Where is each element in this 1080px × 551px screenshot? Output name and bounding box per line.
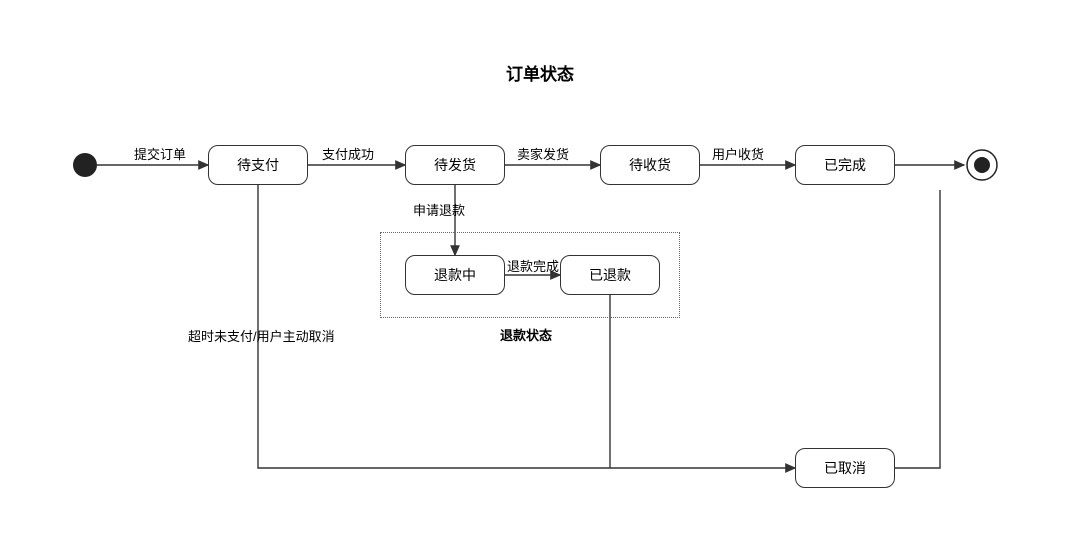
edge-label-e_pay_cancel: 超时未支付/用户主动取消 xyxy=(188,326,335,345)
diagram-title: 订单状态 xyxy=(0,60,1080,85)
node-pending_shipment: 待发货 xyxy=(405,145,505,185)
node-refunding: 退款中 xyxy=(405,255,505,295)
start-node xyxy=(73,153,97,177)
node-cancelled: 已取消 xyxy=(795,448,895,488)
node-completed: 已完成 xyxy=(795,145,895,185)
end-node-ring xyxy=(967,150,997,180)
refund-region-label: 退款状态 xyxy=(500,325,552,344)
end-node-dot xyxy=(974,157,990,173)
node-pending_payment: 待支付 xyxy=(208,145,308,185)
node-refunded: 已退款 xyxy=(560,255,660,295)
node-pending_receipt: 待收货 xyxy=(600,145,700,185)
edge-label-e_pay_ship: 支付成功 xyxy=(322,144,374,163)
edge-e_cancel_end xyxy=(895,190,940,468)
edge-label-e_start_pay: 提交订单 xyxy=(134,144,186,163)
edge-label-e_refunding_ed: 退款完成 xyxy=(507,256,559,275)
edge-label-e_recv_done: 用户收货 xyxy=(712,144,764,163)
edge-label-e_ship_recv: 卖家发货 xyxy=(517,144,569,163)
edge-label-e_ship_refund: 申请退款 xyxy=(413,200,465,219)
